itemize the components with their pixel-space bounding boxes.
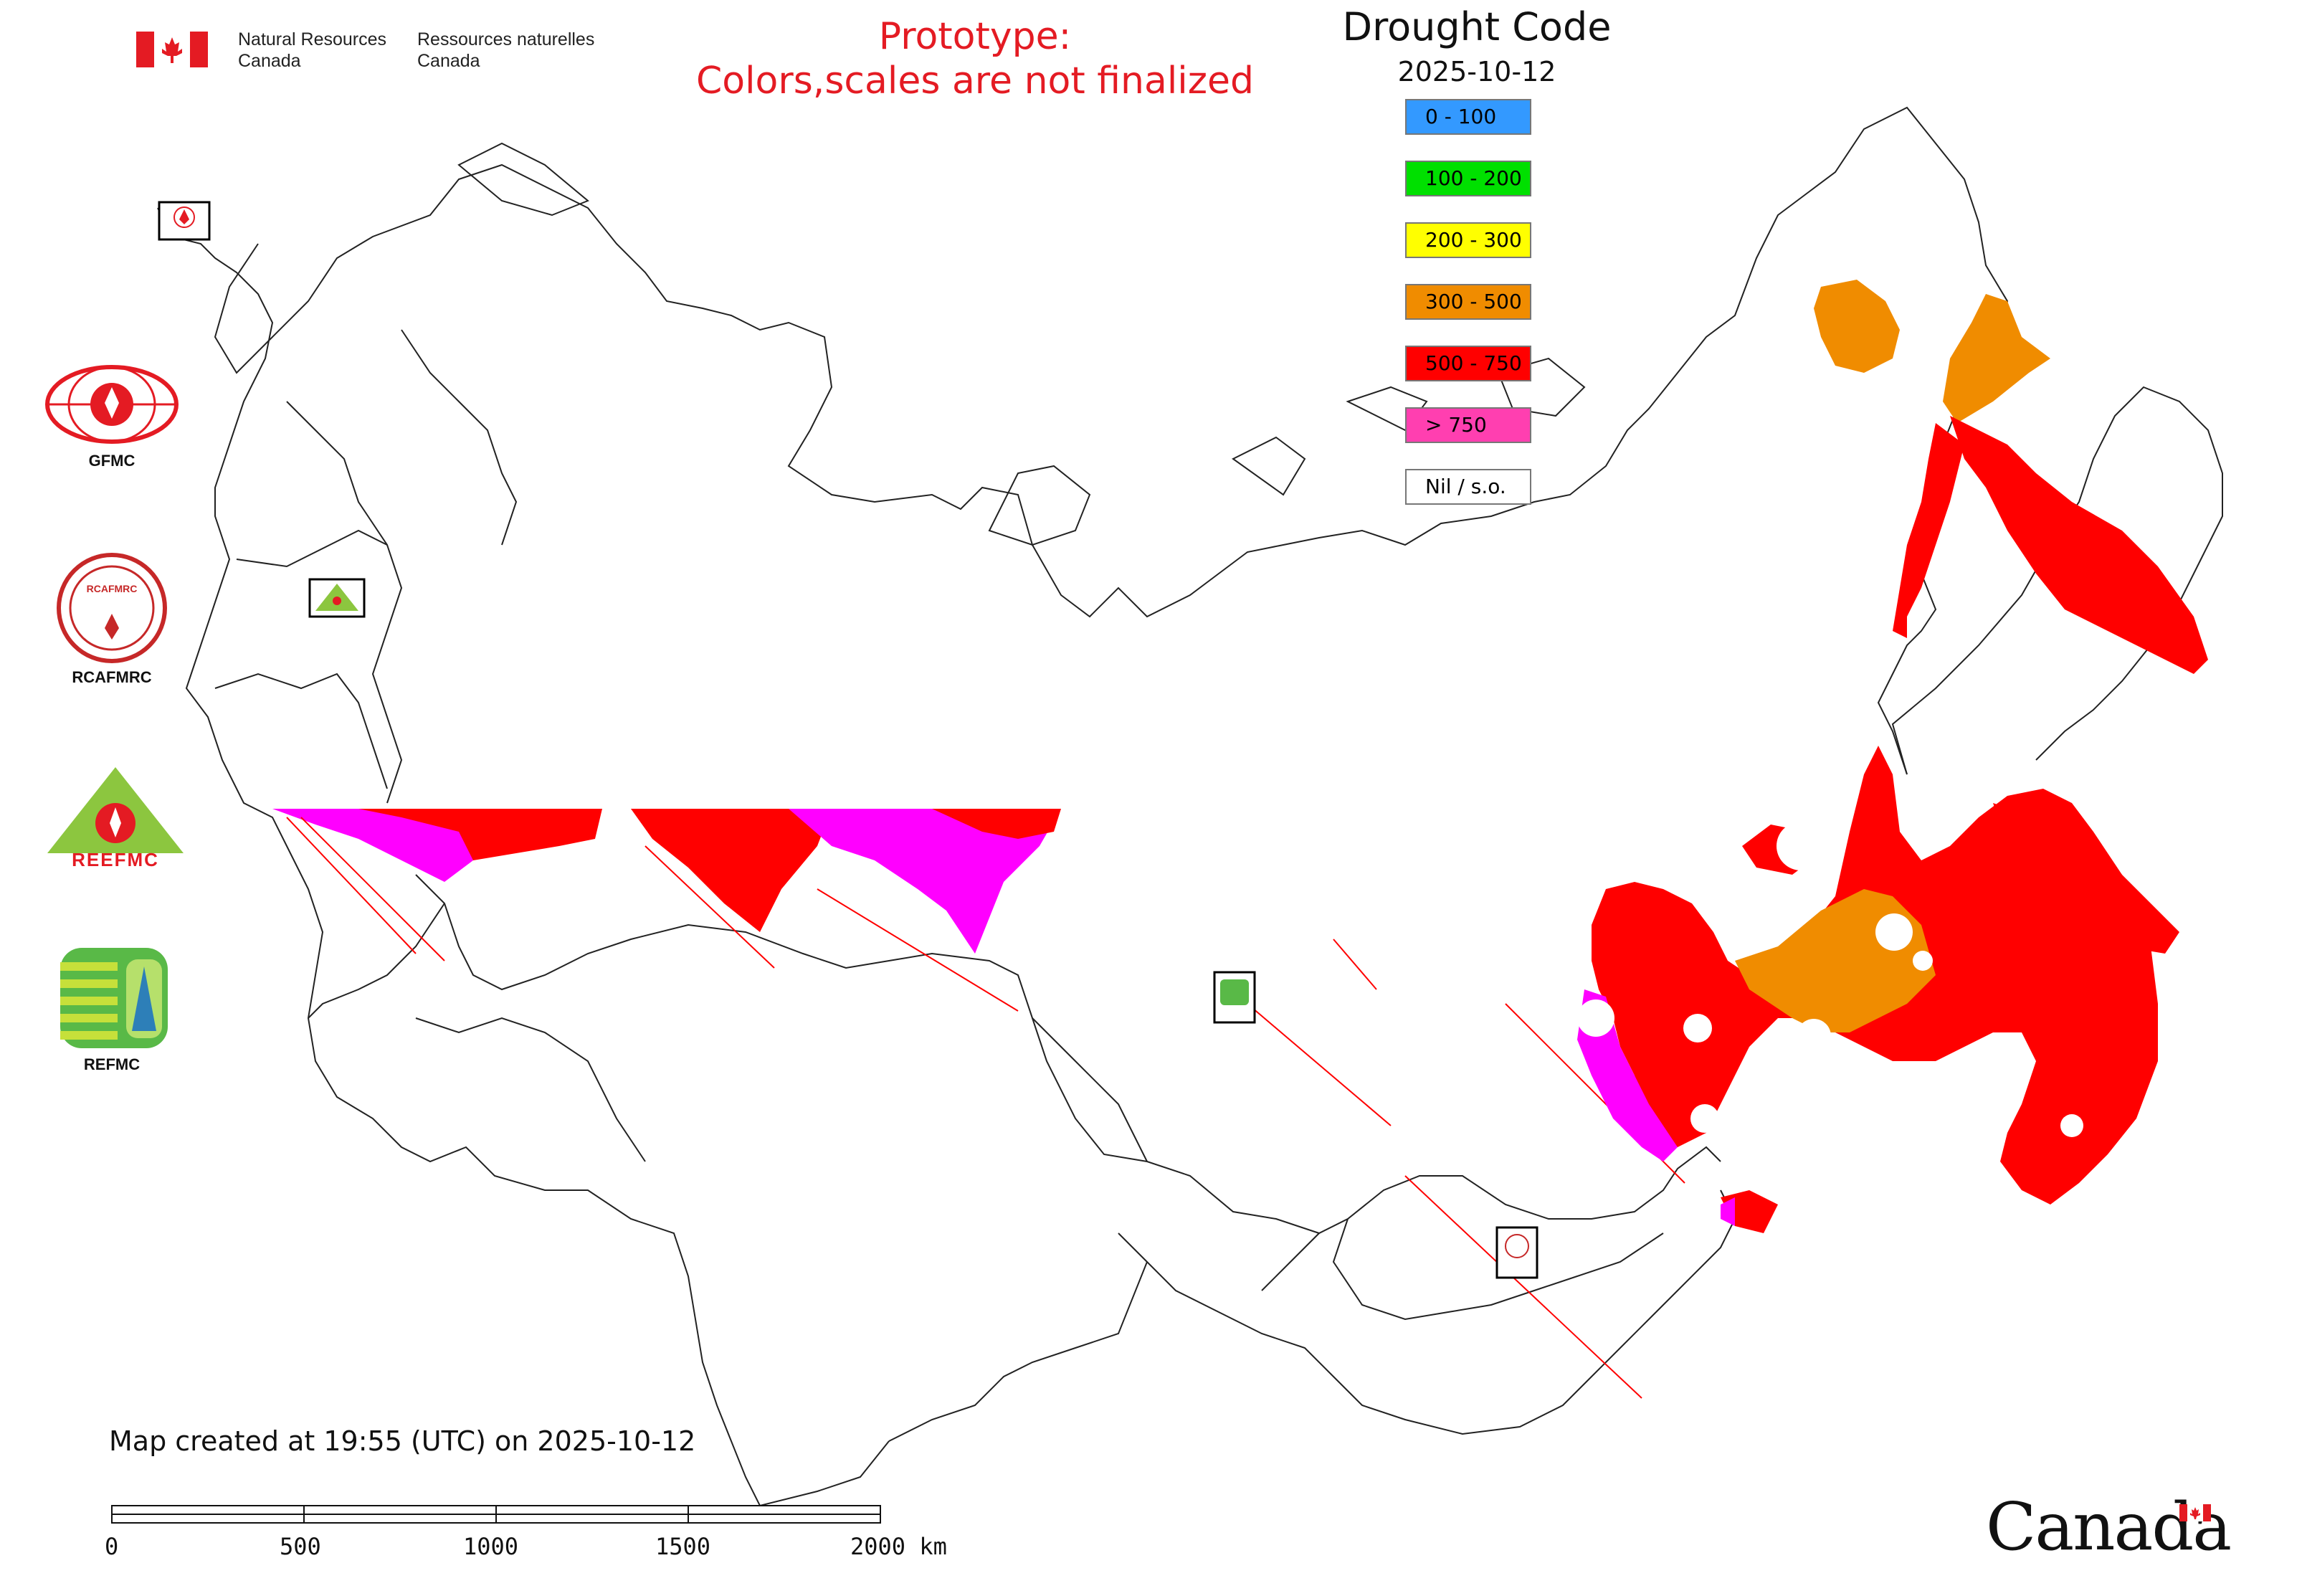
legend-item-gt-750: > 750 xyxy=(1405,407,1531,443)
svg-text:RCAFMRC: RCAFMRC xyxy=(87,583,138,594)
org-gfmc: GFMC xyxy=(40,363,184,470)
agency-name-fr: Ressources naturelles Canada xyxy=(417,29,594,72)
agency-en-line1: Natural Resources xyxy=(238,29,387,49)
legend-date: 2025-10-12 xyxy=(1397,56,1556,87)
scale-bar xyxy=(111,1505,881,1524)
map-logo-refmc xyxy=(1213,971,1256,1024)
scale-label-500: 500 xyxy=(280,1533,321,1560)
map-logo-reefmc xyxy=(308,578,366,618)
org-reefmc-logotext: REEFMC xyxy=(72,849,159,870)
org-label-rcafmrc: RCAFMRC xyxy=(72,668,152,686)
dc-band-central-red2 xyxy=(932,809,1061,839)
gfmc-logo-icon xyxy=(45,365,179,444)
prototype-line2: Colors,scales are not finalized xyxy=(695,60,1255,103)
canada-wordmark-text: Canada xyxy=(1986,1488,2232,1565)
dc-band-central-magenta xyxy=(789,809,1061,954)
dc-region-kamchatka-orange xyxy=(1943,294,2050,423)
canada-flag-icon xyxy=(136,32,208,67)
dc-region-okhotsk-red xyxy=(1993,803,2179,954)
legend-item-200-300: 200 - 300 xyxy=(1405,222,1531,258)
dc-band-west-red xyxy=(358,809,602,860)
wordmark-flag-icon xyxy=(2179,1504,2211,1521)
scale-label-1000: 1000 xyxy=(463,1533,519,1560)
agency-en-line2: Canada xyxy=(238,51,301,71)
canada-flag xyxy=(136,32,208,67)
map-logo-gfmc xyxy=(158,201,211,241)
prototype-line1: Prototype: xyxy=(878,15,1072,58)
legend-item-500-750: 500 - 750 xyxy=(1405,346,1531,381)
legend-item-100-200: 100 - 200 xyxy=(1405,161,1531,196)
refmc-logo-icon xyxy=(60,948,168,1048)
org-reefmc: REEFMC xyxy=(40,763,191,873)
org-label-refmc: REFMC xyxy=(83,1055,141,1073)
rcafmrc-logo-icon: RCAFMRC xyxy=(57,553,167,663)
dc-region-kamchatka-red xyxy=(1950,416,2208,674)
canada-wordmark: Canada xyxy=(1986,1488,2232,1567)
dc-band-central-red xyxy=(631,809,832,932)
org-rcafmrc: RCAFMRC RCAFMRC xyxy=(40,551,184,687)
reefmc-logo-icon xyxy=(40,767,191,869)
org-refmc: REFMC xyxy=(40,945,184,1074)
scale-label-2000km: 2000 km xyxy=(850,1533,947,1560)
dc-band-west-magenta xyxy=(272,809,473,882)
legend-title: Drought Code xyxy=(1342,4,1612,49)
dc-region-koryak-red xyxy=(1893,423,1964,638)
dc-region-south-magenta xyxy=(1721,1197,1735,1226)
agency-fr-line1: Ressources naturelles xyxy=(417,29,595,49)
agency-name-en: Natural Resources Canada xyxy=(238,29,386,72)
map-created-text: Map created at 19:55 (UTC) on 2025-10-12 xyxy=(109,1425,696,1457)
prototype-notice: Prototype: Colors,scales are not finaliz… xyxy=(645,14,1305,103)
scale-label-1500: 1500 xyxy=(655,1533,711,1560)
org-label-gfmc: GFMC xyxy=(88,452,135,470)
legend-item-300-500: 300 - 500 xyxy=(1405,284,1531,320)
drought-shading xyxy=(272,280,2208,1399)
dc-region-chukotka-orange xyxy=(1814,280,1900,373)
legend-item-0-100: 0 - 100 xyxy=(1405,99,1531,135)
scale-label-0: 0 xyxy=(105,1533,119,1560)
agency-fr-line2: Canada xyxy=(417,51,480,71)
map-logo-rcafmrc xyxy=(1495,1226,1538,1279)
legend-item-nil: Nil / s.o. xyxy=(1405,469,1531,505)
country-boundaries xyxy=(157,106,2223,1507)
